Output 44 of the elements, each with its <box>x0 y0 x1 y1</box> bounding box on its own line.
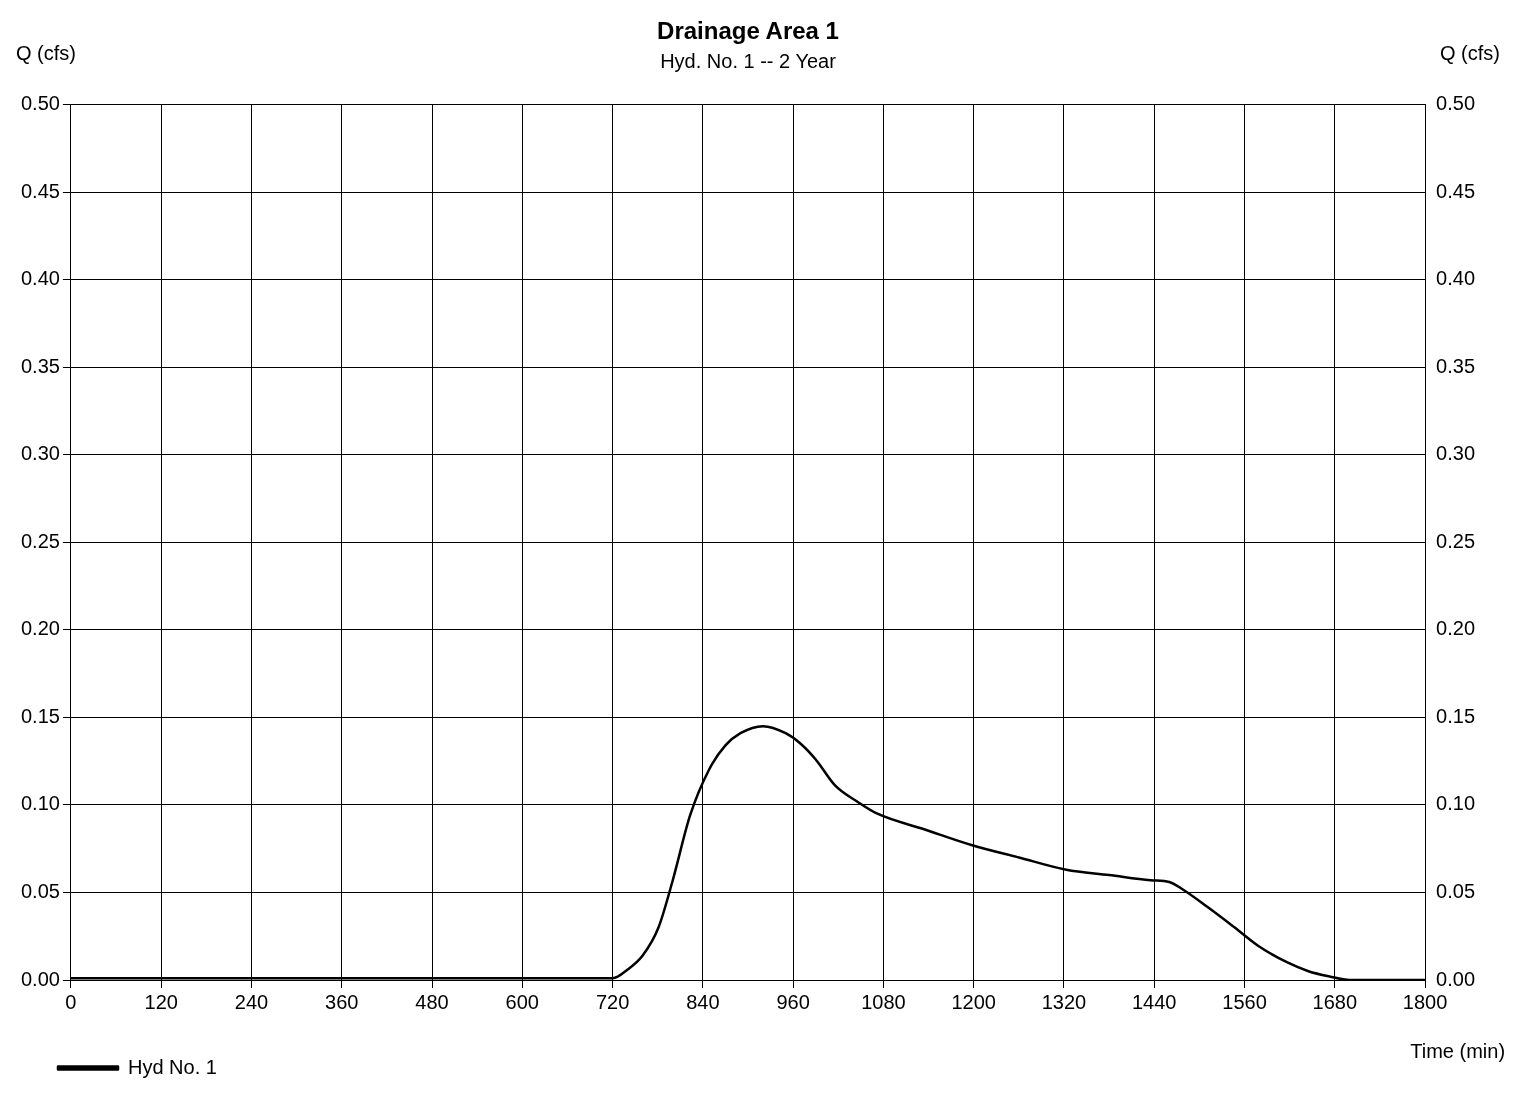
y-tick-label: 0.00 <box>20 967 60 990</box>
x-tick-label: 720 <box>595 990 630 1013</box>
chart-title: Drainage Area 1 <box>657 17 839 45</box>
y-tick-label: 0.40 <box>20 267 60 290</box>
y2-tick-label: 0.50 <box>1436 92 1476 115</box>
legend-label: Hyd No. 1 <box>128 1055 217 1078</box>
x-tick-label: 360 <box>325 990 359 1013</box>
x-tick-label: 1560 <box>1222 990 1267 1013</box>
y2-tick-label: 0.00 <box>1436 967 1476 990</box>
y2-tick-label: 0.05 <box>1436 880 1476 902</box>
x-tick-label: 1320 <box>1041 990 1087 1013</box>
y2-tick-label: 0.20 <box>1436 617 1476 640</box>
y2-axis-title: Q (cfs) <box>1440 42 1500 65</box>
y2-tick-label: 0.40 <box>1436 267 1476 290</box>
x-tick-label: 1200 <box>951 990 996 1013</box>
y-axis-title: Q (cfs) <box>16 42 76 65</box>
y-tick-label: 0.20 <box>20 617 60 640</box>
y-tick-label: 0.25 <box>20 529 60 552</box>
x-tick-label: 0 <box>65 990 77 1013</box>
y-tick-label: 0.35 <box>20 354 60 377</box>
y-tick-label: 0.15 <box>20 704 60 727</box>
y2-tick-label: 0.15 <box>1436 704 1476 727</box>
chart-subtitle: Hyd. No. 1 -- 2 Year <box>660 50 837 73</box>
x-tick-label: 1440 <box>1131 990 1177 1013</box>
y2-tick-label: 0.45 <box>1436 179 1476 202</box>
y-tick-label: 0.45 <box>20 179 60 202</box>
y-tick-label: 0.05 <box>20 880 60 902</box>
x-axis-title: Time (min) <box>1410 1039 1506 1062</box>
x-tick-label: 840 <box>686 990 720 1013</box>
x-tick-label: 120 <box>144 990 178 1013</box>
y-tick-label: 0.50 <box>20 92 60 115</box>
y-tick-label: 0.30 <box>20 442 60 465</box>
y2-tick-label: 0.25 <box>1436 529 1476 552</box>
x-tick-label: 1800 <box>1402 990 1448 1013</box>
y2-tick-label: 0.35 <box>1436 354 1476 377</box>
x-tick-label: 1680 <box>1312 990 1358 1013</box>
y2-tick-label: 0.30 <box>1436 442 1476 465</box>
x-tick-label: 1080 <box>861 990 906 1013</box>
y-tick-label: 0.10 <box>20 792 60 815</box>
x-tick-label: 240 <box>234 990 269 1013</box>
x-tick-label: 960 <box>776 990 810 1013</box>
x-tick-label: 480 <box>415 990 449 1013</box>
x-tick-label: 600 <box>505 990 539 1013</box>
y2-tick-label: 0.10 <box>1436 792 1476 815</box>
